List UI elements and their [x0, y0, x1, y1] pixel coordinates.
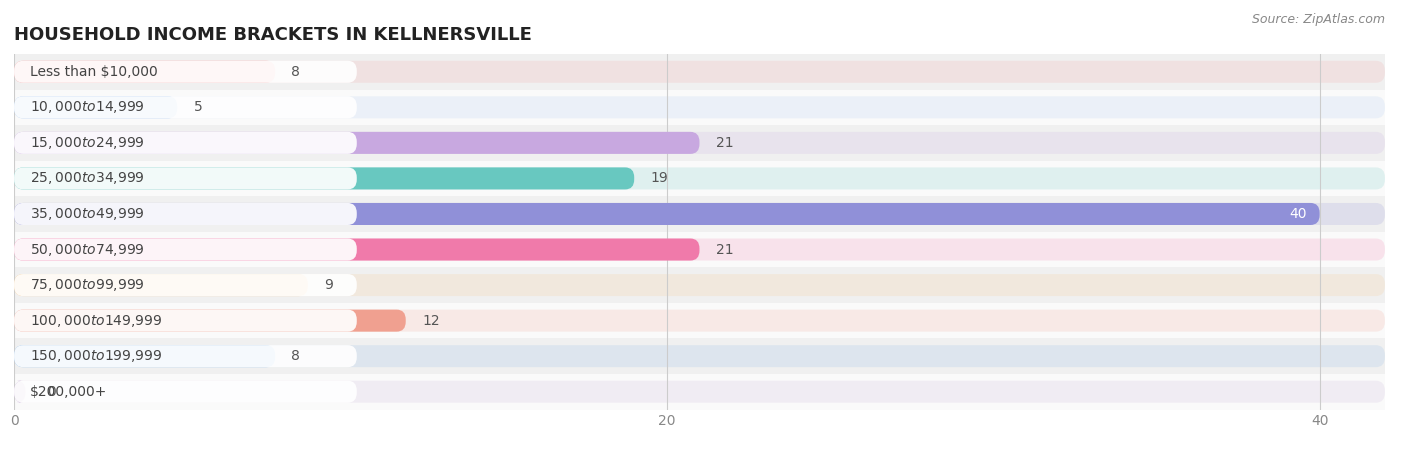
FancyBboxPatch shape — [14, 345, 357, 367]
FancyBboxPatch shape — [14, 310, 1385, 332]
FancyBboxPatch shape — [14, 125, 1385, 161]
FancyBboxPatch shape — [14, 345, 1385, 367]
Text: 21: 21 — [716, 136, 734, 150]
FancyBboxPatch shape — [14, 338, 1385, 374]
FancyBboxPatch shape — [14, 167, 1385, 189]
FancyBboxPatch shape — [14, 61, 1385, 83]
FancyBboxPatch shape — [14, 274, 308, 296]
FancyBboxPatch shape — [14, 381, 25, 403]
FancyBboxPatch shape — [14, 161, 1385, 196]
Text: 40: 40 — [1289, 207, 1306, 221]
Text: HOUSEHOLD INCOME BRACKETS IN KELLNERSVILLE: HOUSEHOLD INCOME BRACKETS IN KELLNERSVIL… — [14, 26, 531, 44]
Text: 8: 8 — [291, 349, 301, 363]
FancyBboxPatch shape — [14, 196, 1385, 232]
Text: 9: 9 — [325, 278, 333, 292]
FancyBboxPatch shape — [14, 238, 357, 261]
FancyBboxPatch shape — [14, 381, 357, 403]
Text: 8: 8 — [291, 65, 301, 79]
FancyBboxPatch shape — [14, 232, 1385, 267]
FancyBboxPatch shape — [14, 90, 1385, 125]
Text: 0: 0 — [46, 385, 55, 399]
FancyBboxPatch shape — [14, 54, 1385, 90]
FancyBboxPatch shape — [14, 238, 1385, 261]
FancyBboxPatch shape — [14, 203, 357, 225]
FancyBboxPatch shape — [14, 267, 1385, 303]
Text: 19: 19 — [651, 171, 668, 185]
Text: $200,000+: $200,000+ — [30, 385, 107, 399]
FancyBboxPatch shape — [14, 310, 357, 332]
Text: Source: ZipAtlas.com: Source: ZipAtlas.com — [1251, 14, 1385, 27]
FancyBboxPatch shape — [14, 310, 406, 332]
FancyBboxPatch shape — [14, 132, 1385, 154]
FancyBboxPatch shape — [14, 132, 357, 154]
Text: $100,000 to $149,999: $100,000 to $149,999 — [30, 313, 162, 328]
FancyBboxPatch shape — [14, 61, 276, 83]
FancyBboxPatch shape — [14, 238, 699, 261]
Text: $50,000 to $74,999: $50,000 to $74,999 — [30, 242, 145, 257]
FancyBboxPatch shape — [14, 303, 1385, 338]
Text: 5: 5 — [194, 100, 202, 114]
Text: $15,000 to $24,999: $15,000 to $24,999 — [30, 135, 145, 151]
Text: Less than $10,000: Less than $10,000 — [30, 65, 157, 79]
FancyBboxPatch shape — [14, 96, 357, 118]
Text: $10,000 to $14,999: $10,000 to $14,999 — [30, 99, 145, 115]
FancyBboxPatch shape — [14, 374, 1385, 410]
Text: 12: 12 — [422, 314, 440, 328]
FancyBboxPatch shape — [14, 167, 357, 189]
FancyBboxPatch shape — [14, 274, 1385, 296]
Text: $75,000 to $99,999: $75,000 to $99,999 — [30, 277, 145, 293]
FancyBboxPatch shape — [14, 203, 1320, 225]
FancyBboxPatch shape — [14, 96, 1385, 118]
FancyBboxPatch shape — [14, 61, 357, 83]
FancyBboxPatch shape — [14, 203, 1385, 225]
FancyBboxPatch shape — [14, 96, 177, 118]
Text: $25,000 to $34,999: $25,000 to $34,999 — [30, 171, 145, 186]
FancyBboxPatch shape — [14, 345, 276, 367]
Text: $35,000 to $49,999: $35,000 to $49,999 — [30, 206, 145, 222]
FancyBboxPatch shape — [14, 274, 357, 296]
FancyBboxPatch shape — [14, 132, 699, 154]
FancyBboxPatch shape — [14, 381, 1385, 403]
FancyBboxPatch shape — [14, 167, 634, 189]
Text: $150,000 to $199,999: $150,000 to $199,999 — [30, 348, 162, 364]
Text: 21: 21 — [716, 243, 734, 256]
